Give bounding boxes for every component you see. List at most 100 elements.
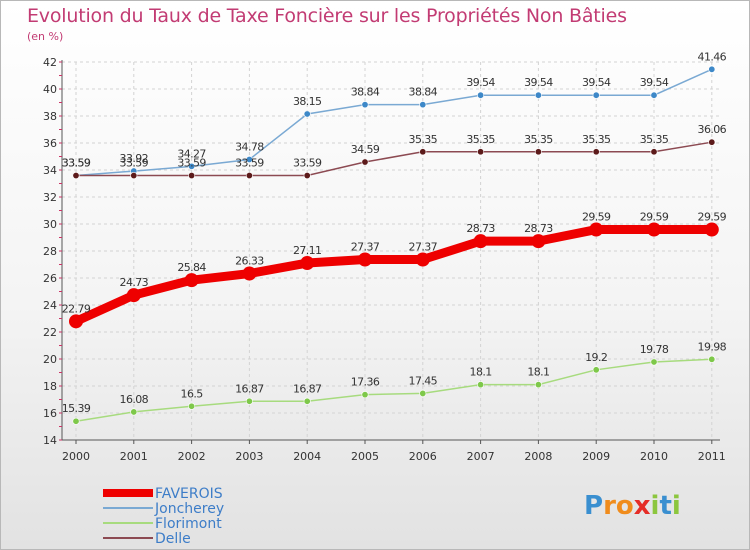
data-label-florimont: 15.39 bbox=[62, 402, 91, 415]
point-florimont bbox=[130, 408, 138, 416]
point-faverois bbox=[184, 273, 199, 288]
data-label-faverois: 29.59 bbox=[582, 211, 611, 224]
point-joncherey bbox=[188, 162, 196, 170]
x-tick-label: 2008 bbox=[524, 450, 552, 463]
y-tick-label: 14 bbox=[43, 434, 57, 447]
x-tick-label: 2003 bbox=[235, 450, 263, 463]
data-label-florimont: 19.98 bbox=[698, 340, 727, 353]
point-faverois bbox=[300, 256, 315, 271]
x-tick-label: 2002 bbox=[178, 450, 206, 463]
point-joncherey bbox=[303, 110, 311, 118]
logo-letter: P bbox=[584, 491, 604, 521]
data-label-florimont: 19.2 bbox=[585, 351, 607, 364]
logo-letter: r bbox=[603, 491, 616, 521]
y-tick-label: 30 bbox=[43, 218, 57, 231]
y-tick-label: 36 bbox=[43, 137, 57, 150]
point-joncherey bbox=[708, 65, 716, 73]
axes: 14 16 18 20 22 24 26 28 30 32 34 36 38 40 42 2000 2001 20… bbox=[43, 56, 726, 463]
y-tick-label: 32 bbox=[43, 191, 57, 204]
point-faverois bbox=[473, 234, 488, 249]
point-florimont bbox=[650, 358, 658, 366]
series-line-delle bbox=[76, 141, 712, 177]
proxiti-logo: Proxiti bbox=[584, 491, 681, 521]
point-delle bbox=[592, 148, 600, 156]
point-florimont bbox=[72, 417, 80, 425]
point-faverois bbox=[531, 234, 546, 249]
data-label-faverois: 26.33 bbox=[235, 255, 264, 268]
data-label-faverois: 27.11 bbox=[293, 244, 322, 257]
point-florimont bbox=[477, 381, 485, 389]
series-line-florimont bbox=[75, 358, 712, 422]
y-tick-label: 38 bbox=[43, 110, 57, 123]
logo-letter: t bbox=[659, 491, 672, 521]
data-label-florimont: 16.87 bbox=[293, 382, 322, 395]
data-label-delle: 33.59 bbox=[120, 157, 149, 170]
data-label-delle: 35.35 bbox=[409, 133, 438, 146]
data-label-joncherey: 39.54 bbox=[524, 76, 553, 89]
data-label-florimont: 16.08 bbox=[120, 393, 149, 406]
data-label-delle: 35.35 bbox=[466, 133, 495, 146]
data-label-faverois: 27.37 bbox=[351, 241, 380, 254]
x-tick-label: 2010 bbox=[640, 450, 668, 463]
data-label-joncherey: 39.54 bbox=[640, 76, 669, 89]
data-label-delle: 34.59 bbox=[351, 143, 380, 156]
point-joncherey bbox=[245, 155, 253, 163]
y-tick-label: 20 bbox=[43, 353, 57, 366]
x-tick-label: 2009 bbox=[582, 450, 610, 463]
point-florimont bbox=[534, 381, 542, 389]
data-label-joncherey: 38.15 bbox=[293, 95, 322, 108]
point-faverois bbox=[704, 222, 719, 237]
data-label-florimont: 17.45 bbox=[409, 374, 438, 387]
logo-letter: o bbox=[615, 491, 634, 521]
legend-label-faverois: FAVEROIS bbox=[155, 486, 223, 502]
point-delle bbox=[72, 172, 80, 180]
point-faverois bbox=[242, 266, 257, 281]
point-delle bbox=[245, 172, 253, 180]
data-label-faverois: 29.59 bbox=[698, 211, 727, 224]
data-label-joncherey: 33.92 bbox=[120, 152, 149, 165]
point-florimont bbox=[188, 402, 196, 410]
point-faverois bbox=[415, 252, 430, 267]
logo-letter: i bbox=[671, 491, 681, 521]
y-tick-label: 42 bbox=[43, 56, 57, 69]
point-faverois bbox=[647, 222, 661, 237]
point-florimont bbox=[708, 355, 716, 363]
data-label-delle: 35.35 bbox=[640, 133, 669, 146]
data-labels: 22.79 24.73 25.84 26.33 27.11 27.37 27.37 28.73… bbox=[62, 50, 727, 415]
y-tick-label: 24 bbox=[43, 299, 57, 312]
data-label-delle: 35.35 bbox=[524, 133, 553, 146]
point-joncherey bbox=[650, 91, 658, 99]
point-florimont bbox=[303, 397, 311, 405]
point-florimont bbox=[592, 366, 600, 374]
data-label-florimont: 16.5 bbox=[181, 387, 204, 400]
grid bbox=[62, 61, 720, 441]
point-joncherey bbox=[477, 91, 485, 99]
data-label-florimont: 17.36 bbox=[351, 376, 380, 389]
y-tick-label: 18 bbox=[43, 380, 57, 393]
data-label-joncherey: 39.54 bbox=[582, 76, 611, 89]
legend-label-delle: Delle bbox=[155, 531, 191, 547]
point-florimont bbox=[419, 389, 427, 397]
data-label-faverois: 25.84 bbox=[177, 261, 206, 274]
point-joncherey bbox=[592, 91, 600, 99]
point-delle bbox=[650, 148, 658, 156]
data-label-joncherey: 34.27 bbox=[177, 147, 206, 160]
data-label-joncherey: 34.78 bbox=[235, 140, 264, 153]
x-tick-label: 2006 bbox=[409, 450, 437, 463]
y-tick-label: 34 bbox=[43, 164, 57, 177]
data-label-faverois: 29.59 bbox=[640, 211, 669, 224]
point-delle bbox=[361, 158, 369, 166]
data-label-faverois: 24.73 bbox=[120, 276, 149, 289]
x-tick-label: 2007 bbox=[467, 450, 495, 463]
point-joncherey bbox=[361, 101, 369, 109]
data-label-joncherey: 38.84 bbox=[351, 86, 380, 99]
data-label-joncherey: 38.84 bbox=[409, 86, 438, 99]
x-tick-label: 2000 bbox=[62, 450, 90, 463]
data-label-florimont: 18.1 bbox=[527, 366, 549, 379]
data-label-joncherey: 41.46 bbox=[698, 50, 727, 63]
logo-letter: i bbox=[650, 491, 660, 521]
series-line-joncherey bbox=[75, 68, 713, 177]
series-layer bbox=[69, 65, 719, 425]
